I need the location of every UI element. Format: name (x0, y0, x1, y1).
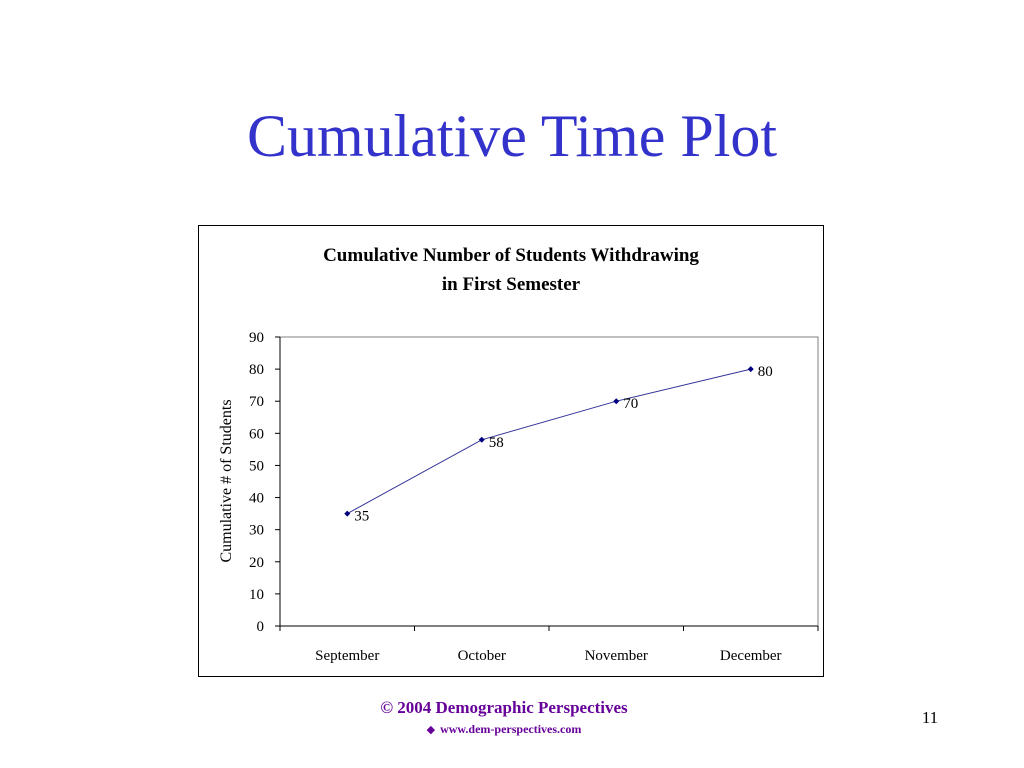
diamond-bullet-icon: ◆ (426, 724, 436, 736)
footer-url: www.dem-perspectives.com (440, 722, 582, 736)
x-tick-label: October (458, 648, 506, 664)
data-point-marker (613, 398, 620, 405)
x-tick-group: September October November December (279, 626, 819, 664)
y-tick-label: 80 (249, 362, 264, 378)
data-label: 58 (489, 435, 504, 451)
chart-title-line-1: Cumulative Number of Students Withdrawin… (323, 245, 699, 266)
footer-url-line: ◆ www.dem-perspectives.com (0, 722, 1008, 737)
y-tick-label: 40 (249, 491, 264, 507)
y-tick-label: 50 (249, 458, 264, 474)
y-tick-label: 10 (249, 587, 264, 603)
data-point-marker (747, 366, 754, 373)
y-tick-group: 0 10 20 30 40 50 60 70 80 90 (249, 330, 280, 635)
y-tick-label: 70 (249, 394, 264, 410)
y-axis-title: Cumulative # of Students (218, 399, 235, 562)
data-label: 70 (623, 396, 638, 412)
data-point-marker (478, 436, 485, 443)
y-tick-label: 20 (249, 555, 264, 571)
slide-number: 11 (921, 708, 939, 727)
y-tick-label: 0 (257, 619, 265, 635)
plot-area (279, 336, 819, 627)
series-group: 35 58 70 80 (344, 364, 773, 525)
x-tick-label: December (720, 648, 782, 664)
y-tick-label: 90 (249, 330, 264, 346)
footer-copyright: © 2004 Demographic Perspectives (380, 698, 628, 717)
data-label: 35 (354, 509, 369, 525)
slide-title: Cumulative Time Plot (246, 103, 778, 169)
chart-frame: Cumulative Number of Students Withdrawin… (198, 225, 824, 677)
y-tick-label: 30 (249, 523, 264, 539)
x-tick-label: September (315, 648, 379, 664)
line-chart: Cumulative Number of Students Withdrawin… (218, 245, 819, 664)
series-line (347, 368, 751, 515)
chart-title-line-2: in First Semester (442, 274, 581, 295)
data-label: 80 (758, 364, 773, 380)
x-tick-label: November (585, 648, 648, 664)
y-tick-label: 60 (249, 426, 264, 442)
